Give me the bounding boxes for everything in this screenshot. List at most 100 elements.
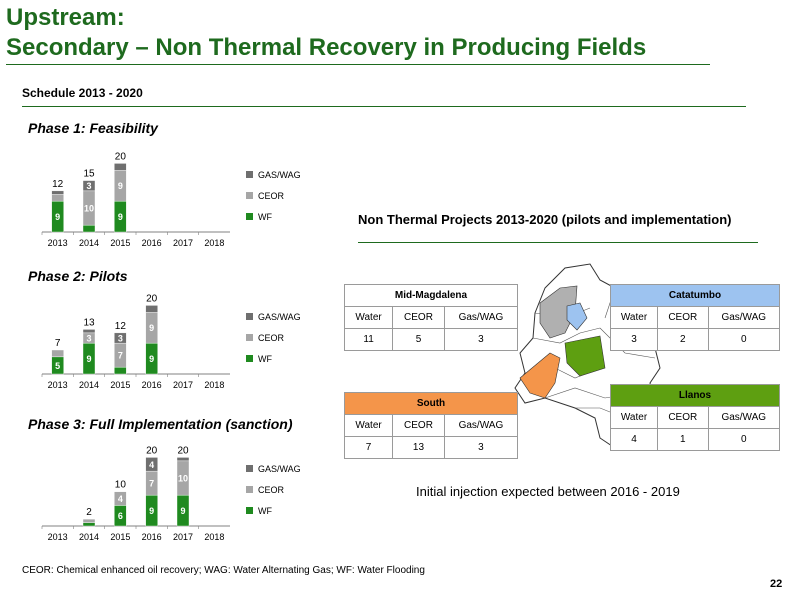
bar-total-label: 13 [83,317,95,328]
bar-total-label: 12 [52,179,64,190]
bar-value-label: 4 [149,460,154,470]
x-tick-label: 2017 [173,238,193,248]
page-title-line1: Upstream: [6,4,125,31]
title-divider [6,64,710,65]
table-header: South [344,392,518,415]
x-tick-label: 2013 [48,380,68,390]
bar-gaswag [145,457,158,472]
phase3-title: Phase 3: Full Implementation (sanction) [28,416,293,432]
legend-label: CEOR [258,333,285,343]
cell-gaswag: 3 [443,328,519,351]
bar-gaswag [82,329,96,334]
bar-value-label: 9 [118,212,123,222]
bar-value-label: 4 [118,494,123,504]
col-water: Water [609,406,659,429]
legend-swatch [246,313,253,320]
cell-ceor: 13 [392,436,445,459]
legend-label: GAS/WAG [258,170,301,180]
x-tick-label: 2014 [79,238,99,248]
schedule-divider [22,106,746,107]
cell-water: 4 [609,428,659,451]
bar-value-label: 9 [55,212,60,222]
x-tick-label: 2017 [173,380,193,390]
col-water: Water [609,306,659,329]
cell-ceor: 5 [392,328,445,351]
phase2-chart: 2013 5 7 2014 9 3 13 2015 7 3 12 2016 9 9 20 2017 2018 GA… [41,293,301,390]
bar-value-label: 9 [118,181,123,191]
bar-value-label: 3 [86,334,91,344]
col-gaswag: Gas/WAG [707,406,781,429]
bar-value-label: 6 [118,511,123,521]
bar-ceor [51,349,64,358]
bar-wf [82,522,96,527]
bar-total-label: 20 [146,445,158,456]
cell-gaswag: 0 [707,328,781,351]
table-mid-magdalena: Mid-Magdalena Water CEOR Gas/WAG 11 5 3 [343,284,519,351]
bar-gaswag [82,180,96,192]
x-tick-label: 2014 [79,532,99,542]
schedule-label: Schedule 2013 - 2020 [22,86,143,100]
x-tick-label: 2013 [48,238,68,248]
x-tick-label: 2016 [142,238,162,248]
page-title-line2: Secondary – Non Thermal Recovery in Prod… [6,34,647,61]
col-gaswag: Gas/WAG [443,414,519,437]
x-tick-label: 2018 [204,380,224,390]
phase1-chart: 2013 9 12 2014 10 315 2015 9 9 20 2016 2017 2018 GAS/… [41,151,301,248]
x-tick-label: 2016 [142,380,162,390]
col-gaswag: Gas/WAG [443,306,519,329]
legend-swatch [246,192,253,199]
phase2-title: Phase 2: Pilots [28,268,128,284]
table-header: Catatumbo [610,284,780,307]
legend-label: CEOR [258,191,285,201]
col-ceor: CEOR [392,306,445,329]
legend-label: CEOR [258,485,285,495]
legend-label: WF [258,354,272,364]
cell-water: 7 [343,436,394,459]
col-gaswag: Gas/WAG [707,306,781,329]
cell-water: 11 [343,328,394,351]
legend-swatch [246,465,253,472]
bar-value-label: 3 [86,181,91,191]
bar-value-label: 10 [178,474,188,484]
bar-gaswag [145,305,158,313]
region-llanos [564,335,606,377]
bar-total-label: 10 [115,480,127,491]
legend-label: GAS/WAG [258,312,301,322]
bar-total-label: 7 [55,338,61,349]
cell-water: 3 [609,328,659,351]
bar-gaswag [114,163,127,171]
table-header: Mid-Magdalena [344,284,518,307]
bar-gaswag [176,457,190,462]
x-tick-label: 2014 [79,380,99,390]
bar-value-label: 9 [149,354,154,364]
legend-label: GAS/WAG [258,464,301,474]
bar-wf [114,366,127,375]
legend-swatch [246,507,253,514]
x-tick-label: 2015 [110,238,130,248]
col-water: Water [343,306,394,329]
legend-swatch [246,334,253,341]
bar-total-label: 20 [146,293,158,304]
bar-ceor [114,491,127,506]
cell-gaswag: 3 [443,436,519,459]
bar-gaswag [51,190,64,195]
projects-title: Non Thermal Projects 2013-2020 (pilots a… [358,212,732,227]
cell-ceor: 2 [657,328,709,351]
legend-swatch [246,355,253,362]
cell-ceor: 1 [657,428,709,451]
bar-ceor [82,518,96,523]
bar-gaswag [114,332,127,344]
phase3-chart: 2013 2014 2 2015 6 4 10 2016 9 7 4 20 2017 9 10 20 2018 G… [41,445,301,542]
x-tick-label: 2018 [204,532,224,542]
bar-value-label: 7 [118,351,123,361]
table-llanos: Llanos Water CEOR Gas/WAG 4 1 0 [609,384,781,451]
x-tick-label: 2018 [204,238,224,248]
x-tick-label: 2013 [48,532,68,542]
table-catatumbo: Catatumbo Water CEOR Gas/WAG 3 2 0 [609,284,781,351]
legend-swatch [246,213,253,220]
x-tick-label: 2015 [110,532,130,542]
col-ceor: CEOR [657,406,709,429]
footnote: CEOR: Chemical enhanced oil recovery; WA… [22,565,425,576]
cell-gaswag: 0 [707,428,781,451]
bar-value-label: 9 [149,323,154,333]
